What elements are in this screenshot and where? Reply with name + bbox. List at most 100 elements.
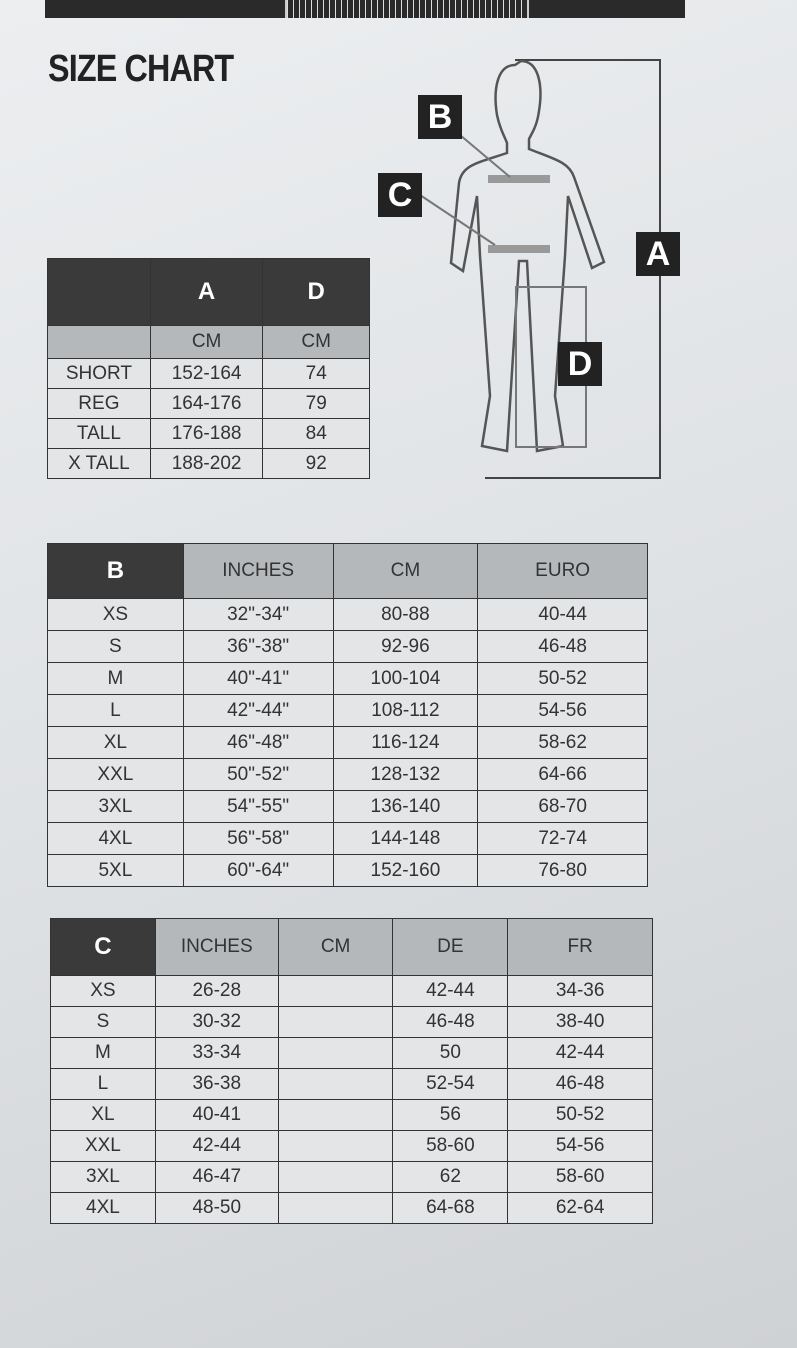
table-cell: 62 (392, 1161, 509, 1193)
table-row: S 30-32 46-48 38-40 (50, 1006, 653, 1038)
unit-cm: CM (262, 325, 370, 359)
table-cell: 58-62 (477, 726, 648, 759)
table-cell: SHORT (47, 358, 151, 389)
unit-cm: CM (149, 325, 264, 359)
table-cell: 60"-64" (182, 854, 334, 887)
table-cell: 62-64 (507, 1192, 653, 1224)
column-header: EURO (477, 543, 648, 599)
table-row: TALL 176-188 84 (47, 418, 370, 449)
table-cell: 80-88 (332, 598, 479, 631)
table-cell: 40-44 (477, 598, 648, 631)
table-cell: XL (50, 1099, 156, 1131)
table-cell: 79 (262, 388, 370, 419)
table-cell (277, 1130, 394, 1162)
table-cell: 50 (392, 1037, 509, 1069)
table-cell: S (50, 1006, 156, 1038)
table-cell: 42-44 (154, 1130, 279, 1162)
table-cell: 188-202 (149, 448, 264, 479)
table-cell: 58-60 (392, 1130, 509, 1162)
table-cell: 76-80 (477, 854, 648, 887)
table-cell (277, 1068, 394, 1100)
body-measurement-figure (419, 59, 661, 479)
table-row: L 42"-44" 108-112 54-56 (47, 694, 648, 727)
table-cell: 36"-38" (182, 630, 334, 663)
column-header: CM (277, 918, 394, 976)
table-row: XL 46"-48" 116-124 58-62 (47, 726, 648, 759)
table-cell: 56 (392, 1099, 509, 1131)
table-cell: 50-52 (477, 662, 648, 695)
column-header: FR (507, 918, 653, 976)
table-row: L 36-38 52-54 46-48 (50, 1068, 653, 1100)
table-b-chest: B INCHES CM EURO XS 32"-34" 80-88 40-44 S 36"-38… (47, 543, 648, 887)
column-header: DE (392, 918, 509, 976)
table-cell: TALL (47, 418, 151, 449)
label-b: B (418, 95, 462, 139)
column-header: CM (332, 543, 479, 599)
table-cell: 4XL (50, 1192, 156, 1224)
table-cell: 68-70 (477, 790, 648, 823)
header-row: C INCHES CM DE FR (50, 918, 653, 976)
table-cell: XXL (47, 758, 184, 791)
table-cell: 5XL (47, 854, 184, 887)
table-cell: 42"-44" (182, 694, 334, 727)
table-cell (277, 1192, 394, 1224)
table-cell: 3XL (47, 790, 184, 823)
table-cell: 46-48 (392, 1006, 509, 1038)
table-cell: X TALL (47, 448, 151, 479)
table-cell: XL (47, 726, 184, 759)
unit-blank (47, 325, 151, 359)
table-cell: M (50, 1037, 156, 1069)
table-row: XS 26-28 42-44 34-36 (50, 975, 653, 1007)
header-row: B INCHES CM EURO (47, 543, 648, 599)
table-cell: 42-44 (392, 975, 509, 1007)
table-cell: 176-188 (149, 418, 264, 449)
table-cell: 36-38 (154, 1068, 279, 1100)
table-cell: 38-40 (507, 1006, 653, 1038)
header-a: A (149, 258, 264, 326)
table-cell: 128-132 (332, 758, 479, 791)
table-row: M 33-34 50 42-44 (50, 1037, 653, 1069)
table-cell: 48-50 (154, 1192, 279, 1224)
table-c-waist: C INCHES CM DE FR XS 26-28 42-44 34-36 S 30-32 46-… (50, 918, 653, 1224)
table-cell: 84 (262, 418, 370, 449)
table-cell: XS (47, 598, 184, 631)
table-cell: 42-44 (507, 1037, 653, 1069)
label-c: C (378, 173, 422, 217)
table-row: 5XL 60"-64" 152-160 76-80 (47, 854, 648, 887)
table-cell: M (47, 662, 184, 695)
table-cell: 50-52 (507, 1099, 653, 1131)
table-row: 3XL 54"-55" 136-140 68-70 (47, 790, 648, 823)
table-cell: 32"-34" (182, 598, 334, 631)
table-cell: 56"-58" (182, 822, 334, 855)
table-cell: 58-60 (507, 1161, 653, 1193)
table-cell: 54-56 (477, 694, 648, 727)
table-cell (277, 1161, 394, 1193)
table-cell: 152-164 (149, 358, 264, 389)
table-cell: 152-160 (332, 854, 479, 887)
table-row: XS 32"-34" 80-88 40-44 (47, 598, 648, 631)
column-header: B (47, 543, 184, 599)
table-cell: XS (50, 975, 156, 1007)
table-cell: 3XL (50, 1161, 156, 1193)
label-d: D (558, 342, 602, 386)
table-row: S 36"-38" 92-96 46-48 (47, 630, 648, 663)
table-cell: 46-48 (477, 630, 648, 663)
table-cell: 54"-55" (182, 790, 334, 823)
page-title: SIZE CHART (48, 48, 234, 90)
table-row: 4XL 48-50 64-68 62-64 (50, 1192, 653, 1224)
table-row: X TALL 188-202 92 (47, 448, 370, 479)
table-cell: 144-148 (332, 822, 479, 855)
table-row: XXL 50"-52" 128-132 64-66 (47, 758, 648, 791)
table-cell: 74 (262, 358, 370, 389)
table-cell: REG (47, 388, 151, 419)
table-cell: 92 (262, 448, 370, 479)
column-header: INCHES (182, 543, 334, 599)
table-cell: 52-54 (392, 1068, 509, 1100)
table-cell: 92-96 (332, 630, 479, 663)
top-dark-bar (45, 0, 685, 18)
table-cell: 100-104 (332, 662, 479, 695)
table-cell: 34-36 (507, 975, 653, 1007)
table-cell: 54-56 (507, 1130, 653, 1162)
table-cell: 164-176 (149, 388, 264, 419)
